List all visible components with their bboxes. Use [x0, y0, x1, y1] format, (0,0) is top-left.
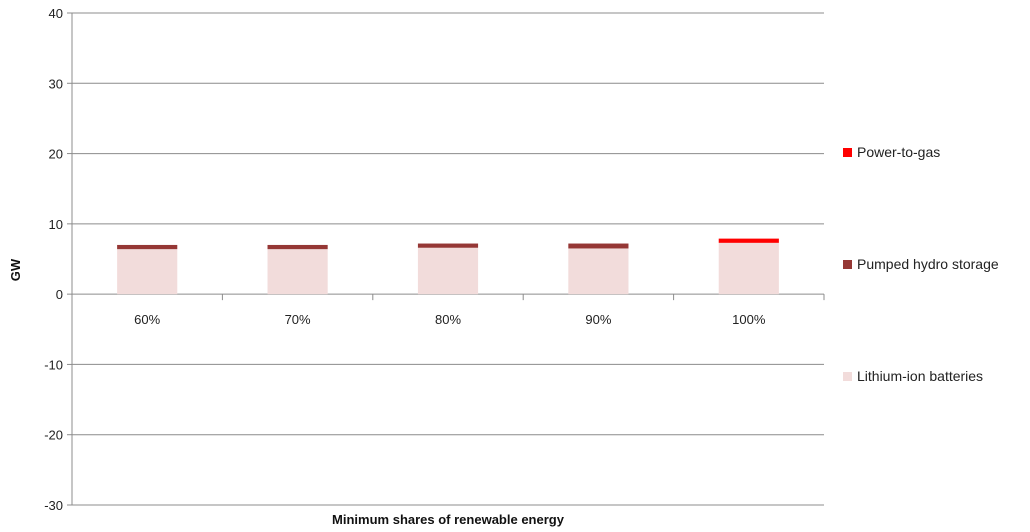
y-tick-label: -30 [44, 498, 63, 513]
bar-segment [117, 244, 178, 250]
x-tick-label: 70% [285, 312, 311, 327]
legend: Power-to-gas Pumped hydro storage Lithium-… [843, 144, 999, 384]
bar-segment [417, 243, 479, 248]
y-tick-labels: -30 -20 -10 0 10 20 30 40 [44, 6, 63, 513]
bar-segment [117, 249, 178, 295]
legend-swatch [843, 148, 852, 157]
x-tick-label: 90% [585, 312, 611, 327]
y-tick-label: -10 [44, 357, 63, 372]
gridlines [72, 12, 824, 506]
legend-label: Power-to-gas [857, 144, 940, 160]
legend-swatch [843, 260, 852, 269]
bar-segment [568, 248, 629, 295]
bar-segment [267, 244, 328, 250]
bars [117, 238, 779, 295]
bar-segment [568, 243, 629, 249]
legend-swatch [843, 372, 852, 381]
legend-label: Lithium-ion batteries [857, 368, 983, 384]
y-axis-title: GW [8, 258, 23, 281]
bar-segment [718, 242, 779, 295]
x-tick-label: 80% [435, 312, 461, 327]
x-tick-labels: 60% 70% 80% 90% 100% [134, 312, 766, 327]
x-tick-label: 100% [732, 312, 766, 327]
axes [67, 12, 825, 506]
legend-label: Pumped hydro storage [857, 256, 999, 272]
y-tick-label: 10 [49, 217, 63, 232]
y-tick-label: 40 [49, 6, 63, 21]
y-tick-label: 0 [56, 287, 63, 302]
x-tick-label: 60% [134, 312, 160, 327]
bar-segment [267, 249, 328, 295]
y-tick-label: 30 [49, 76, 63, 91]
y-tick-label: 20 [49, 147, 63, 162]
bar-segment [718, 238, 779, 243]
y-tick-label: -20 [44, 428, 63, 443]
x-axis-title: Minimum shares of renewable energy [332, 512, 565, 527]
bar-segment [417, 247, 479, 295]
